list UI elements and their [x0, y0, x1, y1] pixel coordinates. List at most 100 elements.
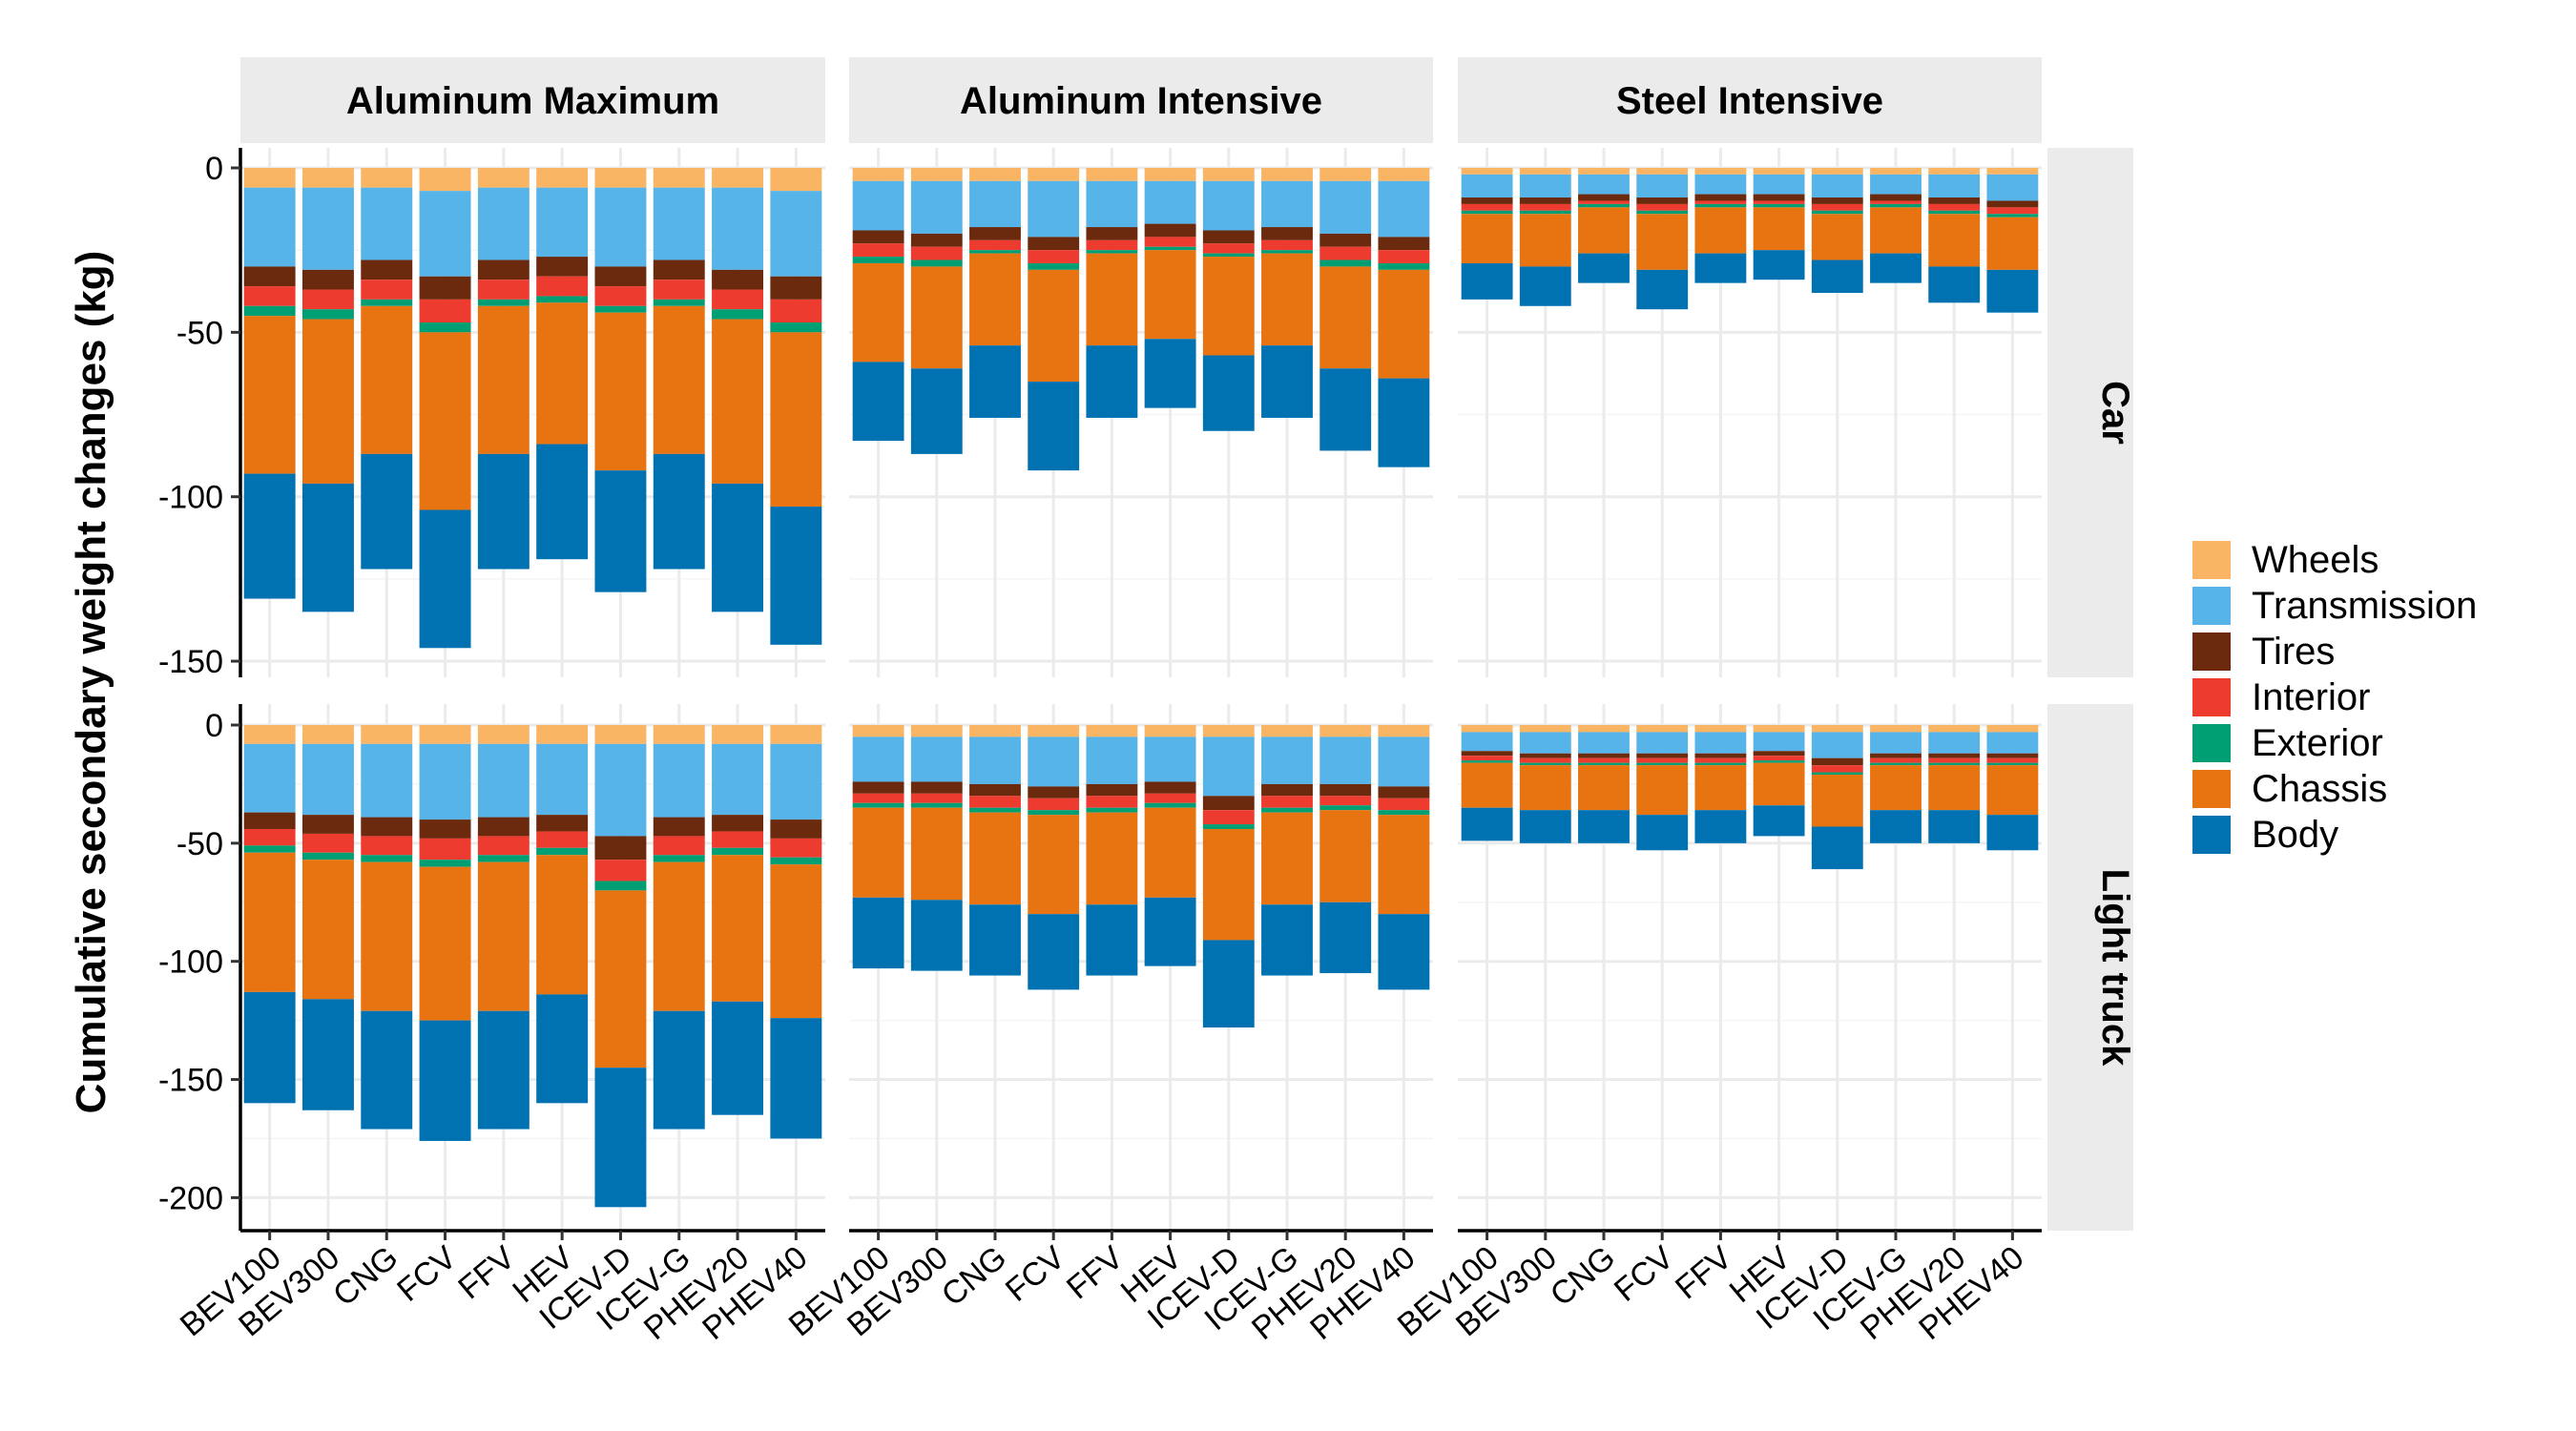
bar-segment-transmission-fcv [1028, 180, 1080, 238]
bar-segment-chassis-phev20 [1319, 810, 1372, 902]
legend-item-interior: Interior [2192, 676, 2371, 718]
bar-segment-transmission-icev-g [653, 187, 705, 260]
bar-segment-interior-cng [361, 836, 413, 856]
bar-segment-tires-phev20 [1928, 197, 1981, 204]
legend-label-wheels: Wheels [2252, 539, 2379, 581]
bar-segment-transmission-ffv [1694, 174, 1747, 195]
bar-segment-chassis-icev-g [1261, 253, 1313, 346]
bar-segment-tires-hev [1144, 223, 1196, 238]
bar-segment-interior-hev [1144, 793, 1196, 803]
bar-segment-wheels-bev100 [243, 168, 296, 188]
bar-segment-chassis-bev100 [1461, 214, 1513, 263]
bar-segment-transmission-ffv [1086, 180, 1138, 228]
bar-segment-interior-icev-g [653, 280, 705, 300]
bar-segment-interior-hev [536, 831, 589, 848]
bar-segment-body-cng [1578, 253, 1630, 283]
bar-segment-exterior-bev100 [852, 257, 904, 263]
bar-segment-wheels-fcv [1636, 725, 1689, 733]
bar-segment-exterior-hev [1144, 246, 1196, 251]
bar-segment-wheels-icev-d [1202, 168, 1255, 181]
bar-segment-wheels-icev-g [1870, 725, 1922, 733]
bar-segment-tires-icev-d [594, 836, 647, 861]
bar-segment-tires-icev-d [1811, 757, 1863, 766]
bar-segment-exterior-ffv [1086, 250, 1138, 254]
bar-segment-chassis-ffv [1694, 207, 1747, 254]
bar-segment-exterior-icev-d [1811, 210, 1863, 215]
bar-segment-wheels-icev-d [594, 168, 647, 188]
bar-segment-interior-cng [361, 280, 413, 300]
strip-label-aluminum-maximum: Aluminum Maximum [346, 80, 719, 122]
bar-segment-wheels-bev100 [1461, 168, 1513, 175]
bar-segment-wheels-cng [1578, 168, 1630, 175]
bar-segment-wheels-hev [536, 725, 589, 744]
strip-label-steel-intensive: Steel Intensive [1616, 80, 1883, 122]
bar-segment-chassis-hev [1144, 250, 1196, 340]
bar-segment-wheels-icev-g [1261, 725, 1313, 737]
bar-segment-wheels-fcv [1028, 725, 1080, 737]
bar-segment-chassis-icev-d [1202, 257, 1255, 356]
bar-segment-interior-bev300 [910, 793, 963, 803]
bar-segment-tires-bev300 [301, 269, 354, 290]
legend-label-transmission: Transmission [2252, 585, 2477, 627]
bar-segment-body-cng [969, 345, 1021, 418]
y-tick-label: 0 [205, 151, 223, 187]
bar-segment-exterior-icev-g [1261, 250, 1313, 254]
bar-segment-wheels-icev-d [594, 725, 647, 744]
bar-segment-transmission-cng [361, 743, 413, 818]
y-tick-label: -100 [158, 944, 223, 981]
bar-segment-exterior-fcv [419, 860, 471, 867]
bar-segment-transmission-phev20 [1319, 736, 1372, 784]
bar-segment-tires-phev40 [770, 276, 822, 300]
bar-segment-tires-phev40 [1378, 237, 1430, 251]
bar-segment-body-icev-d [594, 470, 647, 592]
bar-segment-body-fcv [1028, 914, 1080, 990]
legend-key-body [2192, 816, 2231, 854]
bar-segment-chassis-phev20 [1319, 266, 1372, 369]
bar-segment-wheels-phev40 [1378, 168, 1430, 181]
bar-segment-wheels-hev [1144, 168, 1196, 181]
bar-segment-transmission-phev40 [770, 191, 822, 277]
bar-segment-tires-fcv [419, 276, 471, 300]
bar-segment-tires-ffv [1694, 753, 1747, 758]
bar-segment-body-bev300 [1519, 266, 1571, 306]
bar-segment-wheels-hev [1753, 168, 1805, 175]
bar-segment-wheels-bev300 [910, 725, 963, 737]
bar-segment-body-ffv [1694, 253, 1747, 283]
bar-segment-interior-phev20 [712, 831, 764, 848]
bar-segment-interior-icev-g [1870, 757, 1922, 763]
bar-segment-body-bev100 [1461, 807, 1513, 841]
bar-segment-interior-phev20 [1928, 203, 1981, 211]
bar-segment-transmission-icev-g [1261, 736, 1313, 784]
bar-segment-transmission-hev [1144, 180, 1196, 224]
bar-segment-exterior-cng [969, 807, 1021, 813]
bar-segment-body-bev300 [910, 900, 963, 971]
bar-segment-transmission-fcv [1028, 736, 1080, 787]
bar-segment-interior-ffv [1694, 200, 1747, 204]
bar-segment-transmission-phev20 [712, 743, 764, 816]
bar-segment-wheels-bev300 [301, 168, 354, 188]
bar-segment-exterior-ffv [1086, 807, 1138, 813]
legend-item-body: Body [2192, 814, 2338, 856]
bar-segment-transmission-fcv [419, 191, 471, 277]
bar-segment-transmission-bev300 [910, 180, 963, 234]
bar-segment-exterior-bev300 [1519, 210, 1571, 215]
bar-segment-transmission-icev-g [1261, 180, 1313, 228]
bar-segment-chassis-fcv [1636, 214, 1689, 270]
bar-segment-transmission-hev [1144, 736, 1196, 782]
legend-label-tires: Tires [2252, 631, 2335, 673]
bar-segment-tires-cng [361, 817, 413, 837]
bar-segment-chassis-phev40 [1986, 765, 2039, 816]
panel-aluminum-intensive-car [849, 148, 1433, 677]
bar-segment-body-ffv [477, 453, 530, 570]
bar-segment-interior-phev20 [712, 289, 764, 310]
facet-panels [240, 148, 2042, 1231]
bar-segment-exterior-phev40 [1986, 214, 2039, 218]
bar-segment-interior-phev40 [1378, 250, 1430, 263]
bar-segment-interior-phev40 [770, 838, 822, 858]
bar-segment-tires-icev-d [1202, 796, 1255, 811]
bar-segment-exterior-cng [1578, 762, 1630, 766]
bar-segment-transmission-bev100 [243, 743, 296, 813]
bar-segment-exterior-fcv [1636, 210, 1689, 215]
bar-segment-exterior-hev [1753, 760, 1805, 763]
bar-segment-interior-bev300 [910, 246, 963, 260]
